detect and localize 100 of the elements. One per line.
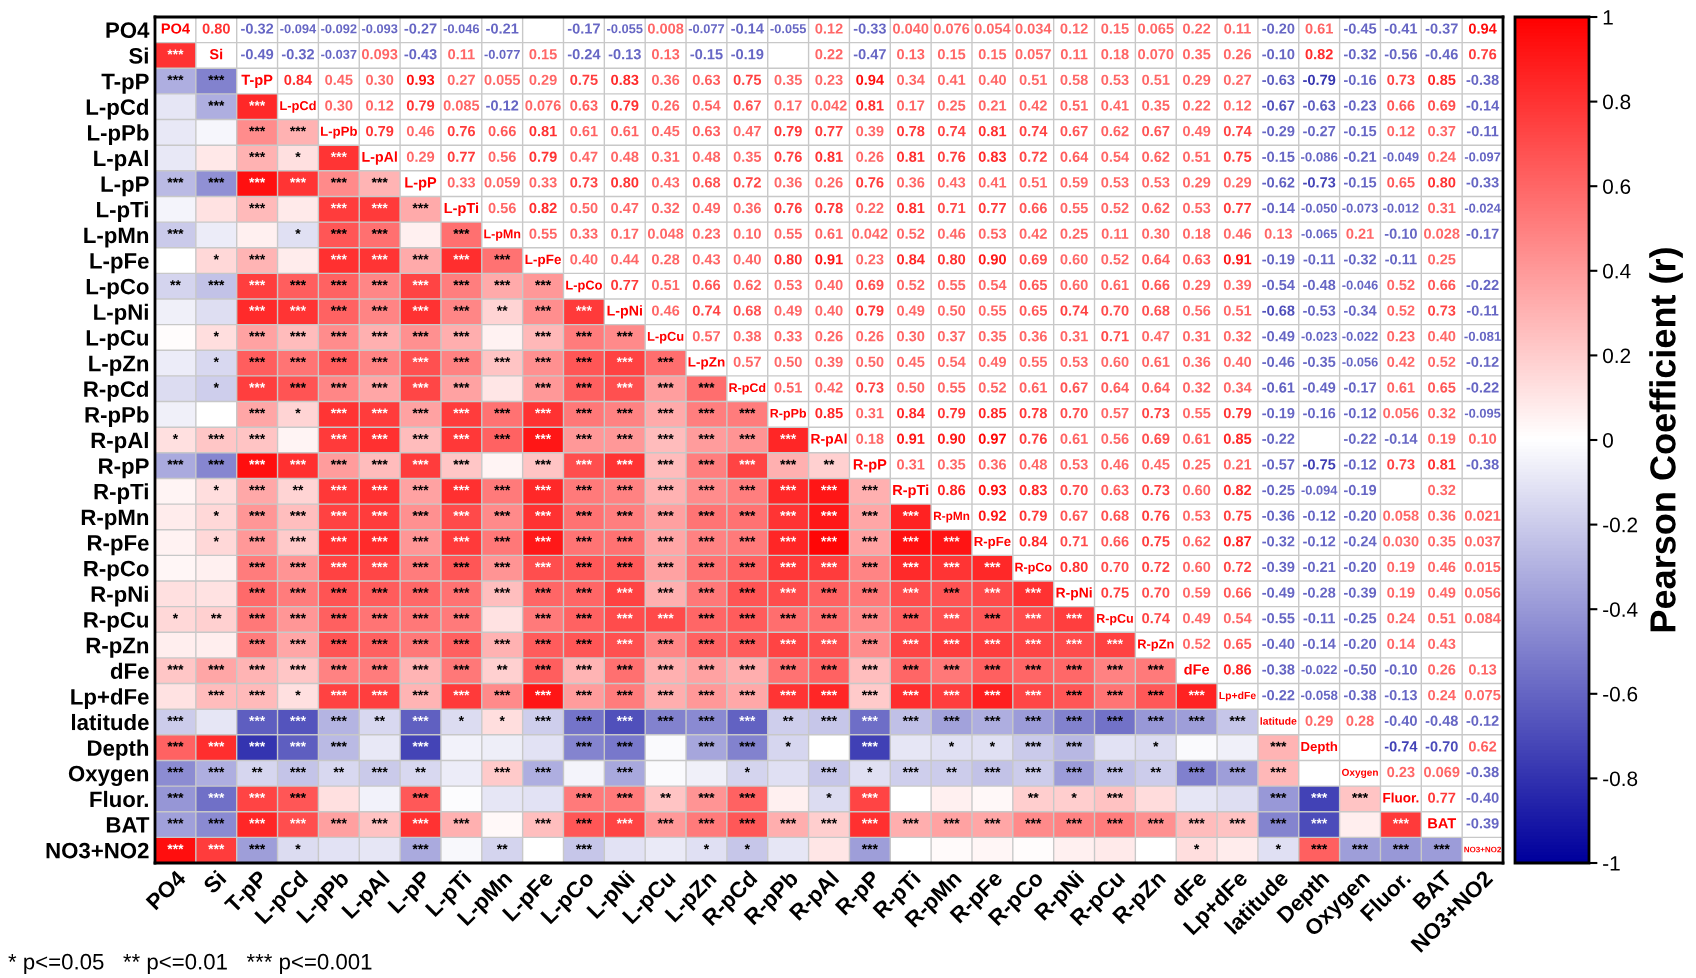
text: 0.84 [1019,536,1048,547]
text: 0.30 [897,331,925,342]
text: -0.19 [1262,254,1295,265]
data-label: * [213,510,219,517]
text: 0.11 [448,49,475,60]
data-label: *** [739,716,756,722]
data-label: *** [575,690,592,696]
data-label: *** [943,716,960,722]
text: 0.23 [815,74,843,86]
text: 0.17 [611,228,639,239]
text: 0.97 [978,433,1006,444]
data-label: *** [698,382,715,388]
data-label: *** [984,587,1001,594]
text: 0.74 [1223,125,1252,137]
text: -0.12 [1303,510,1336,521]
text: 0.26 [1428,664,1456,675]
data-label: *** [575,536,592,542]
text: L-pPb [321,126,357,139]
text: 0.48 [611,151,639,162]
data-label: ** [415,767,426,773]
text: 0.71 [937,202,966,214]
data-label: *** [453,639,470,645]
text: 0.64 [1142,382,1170,393]
data-label: *** [943,536,960,542]
data-label: *** [249,331,266,337]
data-label: *** [412,203,429,209]
data-label: *** [249,792,266,799]
text: 0.82 [1305,49,1333,60]
data-label: *** [739,818,756,824]
y-tick-label: L-pCd [86,98,148,120]
text: 0.39 [1223,279,1252,291]
data-label: *** [453,254,470,260]
data-label: *** [984,562,1001,568]
text: -0.19 [1343,484,1377,496]
text: -0.27 [404,23,437,34]
y-tick-label: L-pMn [84,227,149,248]
data-label: *** [575,844,592,850]
text: 0.49 [1428,587,1456,598]
text: 0.75 [1223,510,1252,521]
data-label: *** [371,203,388,209]
data-label: *** [534,459,552,465]
text: 0.46 [1101,459,1129,470]
data-label: *** [371,434,388,440]
text: 0.72 [1223,561,1252,573]
text: 0.30 [1142,228,1170,239]
data-label: *** [330,203,347,209]
text: -0.15 [1343,177,1377,188]
text: 0.15 [978,49,1007,60]
text: 0.49 [774,305,802,316]
data-label: *** [820,716,838,722]
text: 0.47 [570,151,598,162]
data-label: * [1071,792,1077,799]
text: -0.49 [1262,587,1295,598]
data-label: *** [249,510,266,517]
data-label: ** [251,767,263,773]
data-label: *** [984,716,1001,722]
text: 0.76 [937,151,966,162]
text: 0.71 [1101,331,1129,342]
data-label: *** [943,664,960,670]
text: 0.81 [897,151,925,162]
text: 0.60 [1060,279,1088,291]
y-tick-label: Depth [87,739,149,761]
text: L-pTi [444,202,479,217]
text: 0.72 [1142,561,1170,573]
text: T-pP [241,74,273,88]
text: 0.24 [1428,689,1456,701]
text: 0.29 [529,74,557,86]
color-bar-label: -0.2 [1603,517,1638,533]
data-label: *** [412,536,429,542]
y-tick-label: latitude [71,713,149,731]
text: -0.14 [731,23,764,34]
text: 0.61 [1387,382,1415,393]
text: 0.77 [978,202,1006,214]
text: 0.33 [529,177,557,188]
data-label: *** [698,485,715,491]
text: 0.65 [1019,305,1048,316]
data-label: *** [289,562,307,568]
data-label: *** [780,613,797,619]
text: -0.14 [1384,433,1418,444]
data-label: *** [412,664,429,670]
y-tick-label: R-pFe [87,535,149,556]
data-label: *** [820,587,838,594]
data-label: *** [657,664,674,670]
text: 0.93 [978,484,1007,496]
text: -0.38 [1466,766,1499,778]
text: 0.56 [488,151,516,162]
text: 0.13 [1468,664,1497,675]
text: 0.45 [651,125,680,137]
text: 0.12 [366,100,394,111]
data-label: *** [249,536,266,542]
data-label: *** [575,382,592,388]
text: 0.60 [1183,484,1211,496]
data-label: *** [657,562,674,568]
text: 0.70 [1101,561,1129,573]
text: 0.31 [1428,202,1456,214]
data-label: *** [330,331,347,337]
text: 0.51 [1183,151,1211,162]
text: -0.10 [1262,49,1295,60]
data-label: *** [616,434,633,440]
data-label: *** [1188,818,1205,824]
